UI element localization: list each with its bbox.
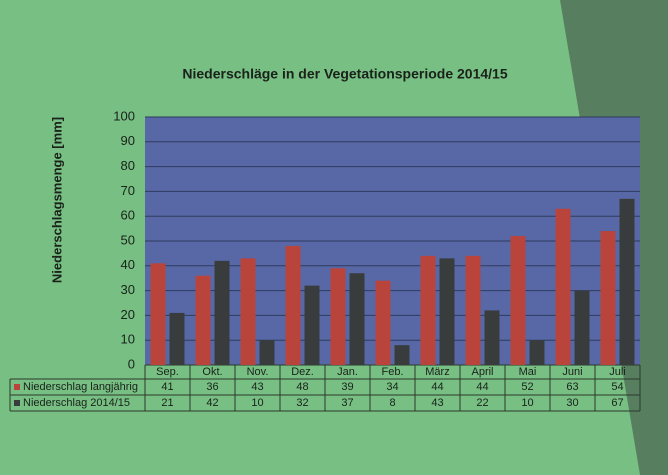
bar [259, 340, 275, 365]
bar [619, 198, 635, 365]
bar [529, 340, 545, 365]
table-value: 44 [476, 381, 488, 393]
table-value: 48 [296, 381, 308, 393]
table-value: 43 [431, 397, 443, 409]
bar [420, 255, 436, 365]
x-tick-label: April [471, 366, 493, 378]
bar [600, 231, 616, 365]
table-value: 54 [611, 381, 623, 393]
bar [195, 275, 211, 365]
y-tick-label: 20 [121, 307, 135, 322]
x-tick-label: Jan. [337, 366, 358, 378]
table-value: 41 [161, 381, 173, 393]
bar [465, 255, 481, 365]
legend-label: Niederschlag 2014/15 [23, 397, 130, 409]
bar [439, 258, 455, 365]
bar [484, 310, 500, 365]
bar [214, 260, 230, 365]
bar [394, 345, 410, 365]
y-tick-label: 10 [121, 332, 135, 347]
table-value: 63 [566, 381, 578, 393]
table-value: 44 [431, 381, 443, 393]
table-value: 10 [521, 397, 533, 409]
x-tick-label: Dez. [291, 366, 314, 378]
table-value: 22 [476, 397, 488, 409]
table-value: 42 [206, 397, 218, 409]
bar [510, 236, 526, 365]
bar [330, 268, 346, 365]
bar [349, 273, 365, 365]
table-value: 21 [161, 397, 173, 409]
x-tick-label: Juli [609, 366, 626, 378]
bar [169, 312, 185, 365]
y-tick-label: 80 [121, 158, 135, 173]
y-tick-label: 50 [121, 232, 135, 247]
table-value: 34 [386, 381, 398, 393]
x-tick-label: Okt. [202, 366, 222, 378]
bar [304, 285, 320, 365]
y-tick-label: 100 [113, 108, 135, 123]
table-value: 10 [251, 397, 263, 409]
table-value: 32 [296, 397, 308, 409]
x-tick-label: Sep. [156, 366, 179, 378]
bar [574, 290, 590, 365]
legend-swatch [14, 384, 20, 390]
table-value: 8 [389, 397, 395, 409]
table-value: 67 [611, 397, 623, 409]
table-value: 52 [521, 381, 533, 393]
y-tick-label: 60 [121, 208, 135, 223]
y-axis-label: Niederschlagsmenge [mm] [49, 117, 64, 283]
y-tick-label: 0 [128, 356, 135, 371]
legend-swatch [14, 400, 20, 406]
bar [285, 245, 301, 365]
table-value: 39 [341, 381, 353, 393]
table-value: 43 [251, 381, 263, 393]
bar [150, 263, 166, 365]
table-value: 30 [566, 397, 578, 409]
x-tick-label: Feb. [381, 366, 403, 378]
x-tick-label: Mai [519, 366, 537, 378]
chart-title: Niederschläge in der Vegetationsperiode … [182, 66, 507, 82]
legend-label: Niederschlag langjährig [23, 381, 138, 393]
x-tick-label: Juni [562, 366, 582, 378]
x-tick-label: März [425, 366, 449, 378]
y-tick-label: 40 [121, 257, 135, 272]
y-tick-label: 30 [121, 282, 135, 297]
table-value: 36 [206, 381, 218, 393]
table-value: 37 [341, 397, 353, 409]
bar [555, 208, 571, 365]
y-tick-label: 70 [121, 183, 135, 198]
y-tick-label: 90 [121, 133, 135, 148]
bar [240, 258, 256, 365]
x-tick-label: Nov. [247, 366, 269, 378]
bar [375, 280, 391, 365]
